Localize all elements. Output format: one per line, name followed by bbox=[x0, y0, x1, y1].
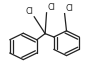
Text: Cl: Cl bbox=[66, 4, 74, 12]
Text: Cl: Cl bbox=[47, 3, 55, 12]
Text: Cl: Cl bbox=[26, 7, 34, 16]
